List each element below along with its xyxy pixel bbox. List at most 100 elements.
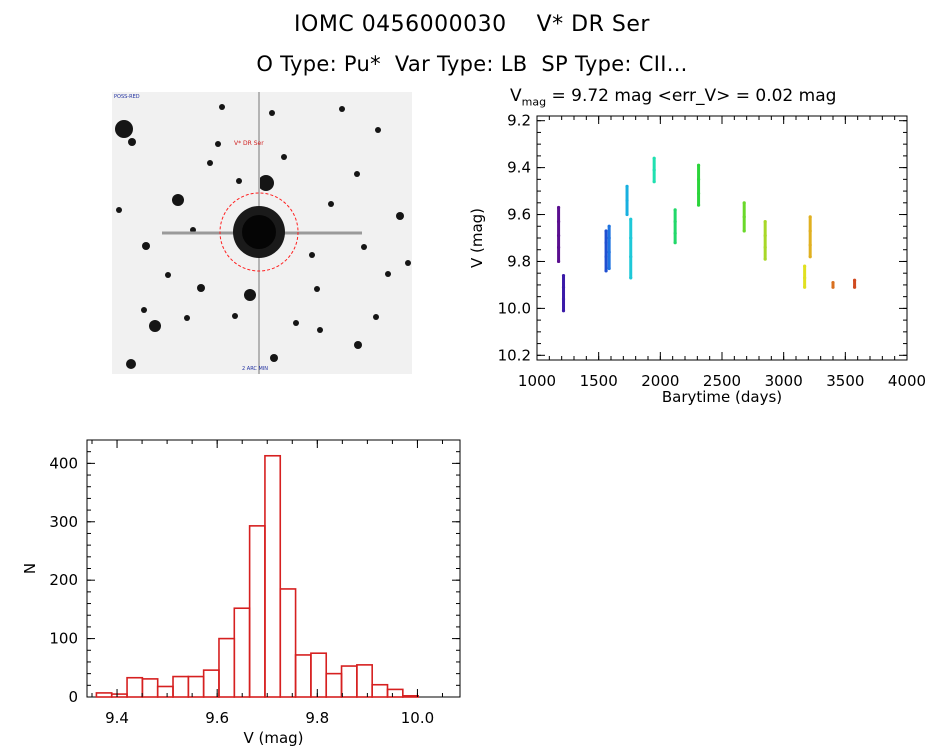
lc-data-point — [556, 245, 561, 249]
lc-data-point — [604, 241, 608, 245]
hist-bar — [172, 675, 190, 698]
background-star — [258, 175, 274, 191]
lc-x-tick-label: 2000 — [641, 372, 679, 390]
lc-data-point — [696, 177, 701, 181]
hist-bar — [294, 654, 312, 698]
hist-bar — [202, 669, 220, 698]
background-star — [405, 260, 411, 266]
lc-data-point — [808, 215, 812, 219]
lc-y-axis-label: V (mag) — [468, 208, 486, 268]
background-star — [354, 341, 362, 349]
background-star — [116, 207, 122, 213]
hist-bar — [386, 688, 404, 698]
lc-y-tick-label: 9.4 — [507, 159, 531, 177]
background-star — [128, 138, 136, 146]
target-star — [242, 215, 276, 249]
lc-y-tick-label: 9.6 — [507, 206, 531, 224]
background-star — [215, 141, 221, 147]
lc-data-point — [561, 285, 566, 289]
lc-data-point — [556, 259, 561, 264]
hist-bar — [110, 693, 128, 698]
target-label: V* DR Ser — [234, 140, 264, 147]
vmag-symbol: V — [510, 86, 522, 106]
background-star — [354, 171, 360, 177]
hist-bar — [325, 672, 343, 698]
lc-data-point — [629, 217, 633, 221]
lc-x-tick-label: 3000 — [765, 372, 803, 390]
lc-data-point — [852, 285, 857, 289]
background-star — [375, 127, 381, 133]
lc-data-point — [604, 269, 608, 273]
hist-y-tick-label: 200 — [49, 571, 78, 589]
hist-bar — [248, 525, 266, 698]
lc-data-point — [604, 255, 608, 259]
hist-x-tick-label: 10.0 — [401, 709, 434, 727]
lc-data-point — [808, 255, 812, 259]
lc-data-point — [561, 309, 566, 313]
lc-data-point — [673, 231, 677, 235]
lc-data-point — [696, 191, 701, 196]
lc-data-point — [763, 234, 767, 238]
background-star — [361, 244, 367, 250]
lc-data-point — [763, 245, 767, 249]
background-star — [126, 359, 136, 369]
lc-data-point — [673, 219, 677, 224]
lc-x-tick-label: 1500 — [580, 372, 618, 390]
lc-data-point — [742, 215, 746, 219]
lc-y-tick-label: 10.0 — [498, 299, 531, 317]
lc-data-point — [696, 203, 701, 207]
hist-y-tick-label: 100 — [49, 630, 78, 648]
lc-x-tick-label: 4000 — [888, 372, 926, 390]
background-star — [115, 120, 133, 138]
background-star — [142, 242, 150, 250]
background-star — [232, 313, 238, 319]
lc-data-point — [696, 163, 701, 167]
lc-x-tick-label: 3500 — [826, 372, 864, 390]
hist-bar — [356, 664, 373, 698]
lc-data-point — [803, 264, 807, 268]
light-curve-chart: 1000 1500 2000 2500 3000 3500 4000 9.2 9.4 9.6 9.8… — [468, 112, 926, 406]
hist-bar — [187, 675, 205, 698]
hist-bar — [279, 588, 297, 698]
page-title: IOMC 0456000030 V* DR Ser — [294, 12, 650, 37]
lc-data-point — [556, 219, 561, 224]
lc-data-point — [556, 234, 561, 238]
background-star — [184, 315, 190, 321]
hist-bar — [310, 652, 328, 698]
hist-x-tick-label: 9.4 — [105, 709, 129, 727]
lc-data-point — [852, 278, 857, 282]
background-star — [339, 106, 345, 112]
hist-bar — [264, 454, 282, 698]
hist-bar — [156, 685, 174, 698]
lc-data-point — [652, 168, 656, 172]
background-star — [172, 194, 184, 206]
survey-label: POSS-RED — [114, 94, 140, 100]
lc-data-point — [561, 273, 566, 278]
lc-data-point — [652, 156, 656, 160]
background-star — [314, 286, 320, 292]
hist-bar — [126, 676, 144, 698]
background-star — [373, 314, 379, 320]
background-star — [207, 160, 213, 166]
scale-label: 2 ARC MIN — [242, 366, 268, 372]
background-star — [197, 284, 205, 292]
background-star — [236, 178, 242, 184]
lc-data-point — [831, 285, 835, 289]
lc-y-tick-label: 9.2 — [507, 112, 531, 130]
hist-plot-frame — [86, 439, 461, 698]
lc-data-point — [607, 236, 611, 240]
hist-bar — [371, 683, 389, 698]
lc-data-point — [808, 243, 812, 247]
lc-data-point — [742, 201, 746, 205]
lc-data-point — [831, 280, 835, 285]
background-star — [269, 110, 275, 116]
lc-data-point — [808, 229, 812, 233]
lc-data-point — [604, 229, 608, 233]
background-star — [270, 354, 278, 362]
hist-bar — [141, 678, 159, 698]
hist-bar — [402, 695, 419, 698]
lc-data-point — [607, 224, 611, 228]
lc-y-tick-label: 9.8 — [507, 252, 531, 270]
lc-data-point — [625, 184, 629, 188]
lc-data-point — [556, 205, 561, 210]
